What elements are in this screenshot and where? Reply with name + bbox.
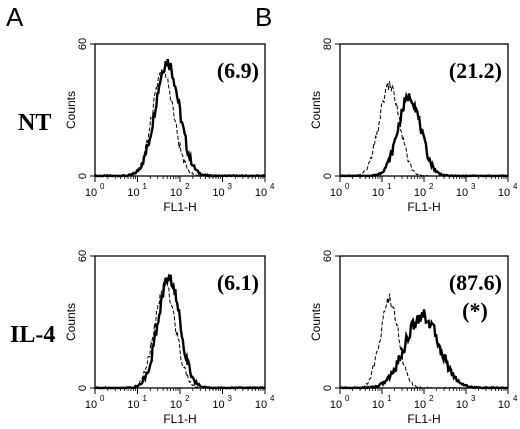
x-tick-label: 10: [212, 399, 224, 411]
x-tick-exponent: 3: [471, 394, 476, 403]
x-tick-exponent: 3: [228, 182, 233, 191]
x-tick-exponent: 1: [143, 394, 148, 403]
x-axis-label: FL1-H: [407, 200, 440, 214]
row-label-nt: NT: [18, 110, 51, 136]
x-tick-label: 10: [85, 399, 97, 411]
y-axis-label: Counts: [64, 91, 78, 129]
x-tick-exponent: 4: [513, 394, 518, 403]
x-tick-exponent: 0: [100, 394, 105, 403]
y-tick-label: 0: [322, 173, 334, 179]
row-label-il4: IL-4: [10, 322, 55, 348]
percent-annotation: (87.6): [449, 270, 502, 295]
histogram-dashed: [95, 68, 266, 177]
panel-label-a: A: [6, 2, 24, 32]
x-tick-exponent: 1: [387, 182, 392, 191]
x-tick-exponent: 0: [345, 182, 350, 191]
x-tick-label: 10: [170, 399, 182, 411]
x-tick-label: 10: [372, 187, 384, 199]
x-tick-exponent: 4: [513, 182, 518, 191]
x-tick-label: 10: [170, 187, 182, 199]
y-tick-label: 0: [77, 173, 89, 179]
histogram-dashed: [339, 81, 509, 177]
y-axis-label: Counts: [309, 91, 323, 129]
y-axis-label: Counts: [309, 303, 323, 341]
x-tick-exponent: 2: [185, 182, 190, 191]
significance-annotation: (*): [462, 298, 488, 323]
y-tick-label: 0: [77, 385, 89, 391]
x-tick-label: 10: [372, 399, 384, 411]
percent-annotation: (21.2): [449, 58, 502, 83]
x-tick-label: 10: [498, 187, 510, 199]
y-tick-label: 0: [322, 385, 334, 391]
x-tick-label: 10: [456, 187, 468, 199]
percent-annotation: (6.9): [217, 58, 259, 83]
x-tick-label: 10: [330, 187, 342, 199]
y-tick-label: 60: [77, 250, 89, 262]
x-tick-exponent: 4: [270, 182, 275, 191]
histogram-dashed: [340, 293, 509, 389]
x-axis-label: FL1-H: [163, 412, 196, 426]
x-tick-exponent: 2: [429, 394, 434, 403]
y-tick-label: 60: [322, 250, 334, 262]
histogram-dashed: [95, 280, 266, 389]
x-tick-label: 10: [255, 399, 267, 411]
x-tick-exponent: 3: [471, 182, 476, 191]
x-tick-label: 10: [127, 187, 139, 199]
x-tick-exponent: 0: [345, 394, 350, 403]
x-axis-label: FL1-H: [163, 200, 196, 214]
y-tick-label: 60: [77, 38, 89, 50]
x-axis-label: FL1-H: [407, 412, 440, 426]
x-tick-label: 10: [330, 399, 342, 411]
x-tick-label: 10: [414, 399, 426, 411]
x-tick-label: 10: [85, 187, 97, 199]
x-tick-label: 10: [127, 399, 139, 411]
panel-label-b: B: [255, 2, 272, 32]
x-tick-label: 10: [456, 399, 468, 411]
histogram-solid: [340, 91, 509, 178]
x-tick-exponent: 0: [100, 182, 105, 191]
x-tick-exponent: 1: [143, 182, 148, 191]
x-tick-label: 10: [414, 187, 426, 199]
x-tick-label: 10: [498, 399, 510, 411]
percent-annotation: (6.1): [217, 270, 259, 295]
y-tick-label: 80: [322, 38, 334, 50]
x-tick-exponent: 2: [429, 182, 434, 191]
x-tick-exponent: 4: [270, 394, 275, 403]
y-axis-label: Counts: [64, 303, 78, 341]
x-tick-label: 10: [255, 187, 267, 199]
x-tick-exponent: 1: [387, 394, 392, 403]
x-tick-label: 10: [212, 187, 224, 199]
x-tick-exponent: 2: [185, 394, 190, 403]
x-tick-exponent: 3: [228, 394, 233, 403]
